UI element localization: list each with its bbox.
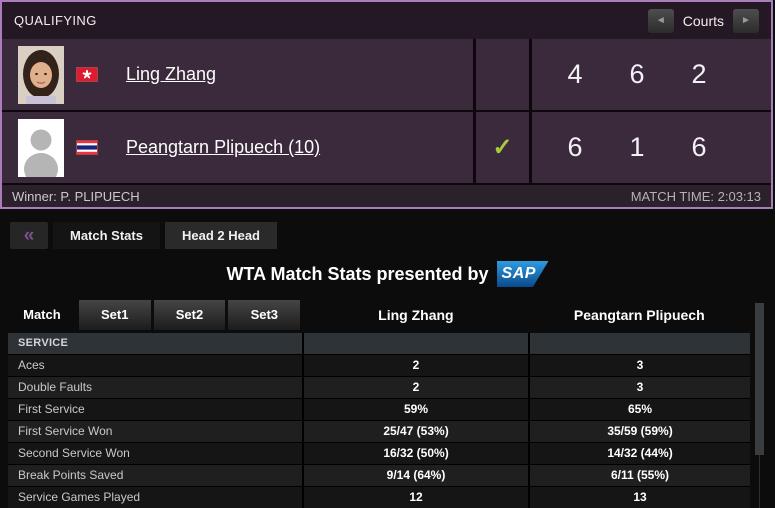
tab-match-stats[interactable]: Match Stats bbox=[53, 222, 160, 249]
set-score: 6 bbox=[629, 59, 645, 89]
stat-row-double-faults: Double Faults 2 3 bbox=[8, 376, 750, 398]
match-time: MATCH TIME: 2:03:13 bbox=[630, 188, 761, 204]
stat-row-first-service-won: First Service Won 25/47 (53%) 35/59 (59%… bbox=[8, 420, 750, 442]
hong-kong-flag-icon bbox=[76, 67, 98, 82]
section-header-service: SERVICE bbox=[8, 333, 750, 354]
page-title: QUALIFYING bbox=[14, 13, 97, 28]
courts-nav: ◄ Courts ► bbox=[647, 8, 759, 33]
tab-set1[interactable]: Set1 bbox=[78, 300, 151, 330]
set-score: 6 bbox=[567, 132, 583, 162]
column-header-player2: Peangtarn Plipuech bbox=[573, 307, 705, 323]
divider bbox=[529, 39, 532, 110]
tab-set2[interactable]: Set2 bbox=[153, 300, 226, 330]
stats-scrollbar[interactable] bbox=[755, 303, 764, 508]
player2-name-link[interactable]: Peangtarn Plipuech (10) bbox=[126, 137, 321, 157]
set-score: 6 bbox=[691, 132, 707, 162]
tab-head-2-head[interactable]: Head 2 Head bbox=[164, 222, 278, 249]
player2-scores: 6 1 6 bbox=[532, 132, 771, 163]
stats-title: WTA Match Stats presented by SAP bbox=[0, 261, 775, 287]
player-row-1: Ling Zhang 4 6 2 bbox=[2, 39, 771, 110]
stats-title-text: WTA Match Stats presented by bbox=[226, 263, 489, 284]
set-score: 1 bbox=[629, 132, 645, 162]
qualifying-title-bar: QUALIFYING ◄ Courts ► bbox=[2, 2, 771, 39]
scoreboard-module: QUALIFYING ◄ Courts ► bbox=[0, 0, 773, 209]
set-score: 4 bbox=[567, 59, 583, 89]
stat-row-first-service: First Service 59% 65% bbox=[8, 398, 750, 420]
player2-photo-placeholder bbox=[2, 112, 64, 183]
winner-check-icon: ✓ bbox=[492, 134, 513, 161]
collapse-back-button[interactable]: « bbox=[10, 222, 48, 249]
player1-scores: 4 6 2 bbox=[532, 59, 771, 90]
next-court-button[interactable]: ► bbox=[733, 8, 759, 33]
row-divider bbox=[2, 110, 771, 112]
player-row-2: Peangtarn Plipuech (10) ✓ 6 1 6 bbox=[2, 112, 771, 183]
column-header-player1: Ling Zhang bbox=[378, 307, 454, 323]
stat-row-service-games-played: Service Games Played 12 13 bbox=[8, 486, 750, 508]
courts-label: Courts bbox=[682, 12, 724, 29]
winner-text: Winner: P. PLIPUECH bbox=[12, 188, 140, 204]
prev-court-button[interactable]: ◄ bbox=[647, 8, 674, 33]
thailand-flag-icon bbox=[76, 140, 98, 155]
left-arrow-icon: ◄ bbox=[655, 14, 666, 26]
stat-row-aces: Aces 2 3 bbox=[8, 354, 750, 376]
right-arrow-icon: ► bbox=[741, 14, 751, 26]
players-area: Ling Zhang 4 6 2 bbox=[2, 39, 771, 183]
divider bbox=[473, 39, 476, 110]
tab-match[interactable]: Match bbox=[8, 300, 76, 330]
stats-header-row: Match Set1 Set2 Set3 Ling Zhang Peangtar… bbox=[8, 300, 750, 330]
divider bbox=[473, 112, 476, 183]
tab-set3[interactable]: Set3 bbox=[228, 300, 301, 330]
winner-bar: Winner: P. PLIPUECH MATCH TIME: 2:03:13 bbox=[2, 183, 771, 207]
double-chevron-left-icon: « bbox=[23, 224, 35, 246]
sap-logo: SAP bbox=[496, 261, 549, 287]
player1-photo bbox=[2, 39, 64, 110]
stat-row-second-service-won: Second Service Won 16/32 (50%) 14/32 (44… bbox=[8, 442, 750, 464]
set-score: 2 bbox=[691, 59, 707, 89]
scrollbar-track bbox=[759, 455, 760, 508]
divider bbox=[529, 112, 532, 183]
subtab-bar: « Match Stats Head 2 Head bbox=[10, 221, 278, 249]
stat-row-break-points-saved: Break Points Saved 9/14 (64%) 6/11 (55%) bbox=[8, 464, 750, 486]
player1-name-link[interactable]: Ling Zhang bbox=[126, 64, 217, 84]
match-stats-panel: Match Set1 Set2 Set3 Ling Zhang Peangtar… bbox=[8, 300, 750, 508]
scrollbar-thumb[interactable] bbox=[755, 303, 764, 455]
